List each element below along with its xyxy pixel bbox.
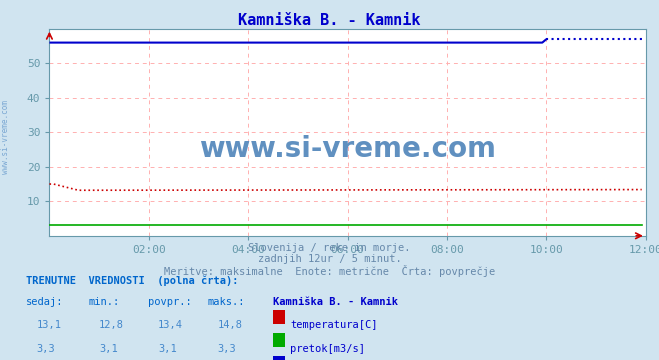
Text: sedaj:: sedaj: (26, 297, 64, 307)
Text: 12,8: 12,8 (99, 320, 124, 330)
Text: min.:: min.: (89, 297, 120, 307)
Text: zadnjih 12ur / 5 minut.: zadnjih 12ur / 5 minut. (258, 254, 401, 264)
Text: 3,1: 3,1 (158, 344, 177, 354)
Text: pretok[m3/s]: pretok[m3/s] (290, 344, 365, 354)
Text: Kamniška B. - Kamnik: Kamniška B. - Kamnik (239, 13, 420, 28)
Text: Kamniška B. - Kamnik: Kamniška B. - Kamnik (273, 297, 399, 307)
Text: povpr.:: povpr.: (148, 297, 192, 307)
Text: Slovenija / reke in morje.: Slovenija / reke in morje. (248, 243, 411, 253)
Text: Meritve: maksimalne  Enote: metrične  Črta: povprečje: Meritve: maksimalne Enote: metrične Črta… (164, 265, 495, 276)
Text: www.si-vreme.com: www.si-vreme.com (1, 100, 10, 174)
Text: maks.:: maks.: (208, 297, 245, 307)
Text: 3,3: 3,3 (217, 344, 236, 354)
Text: 14,8: 14,8 (217, 320, 243, 330)
Text: temperatura[C]: temperatura[C] (290, 320, 378, 330)
Text: TRENUTNE  VREDNOSTI  (polna črta):: TRENUTNE VREDNOSTI (polna črta): (26, 275, 239, 286)
Text: 13,4: 13,4 (158, 320, 183, 330)
Text: 13,1: 13,1 (36, 320, 61, 330)
Text: 3,3: 3,3 (36, 344, 55, 354)
Text: 3,1: 3,1 (99, 344, 117, 354)
Text: www.si-vreme.com: www.si-vreme.com (199, 135, 496, 163)
